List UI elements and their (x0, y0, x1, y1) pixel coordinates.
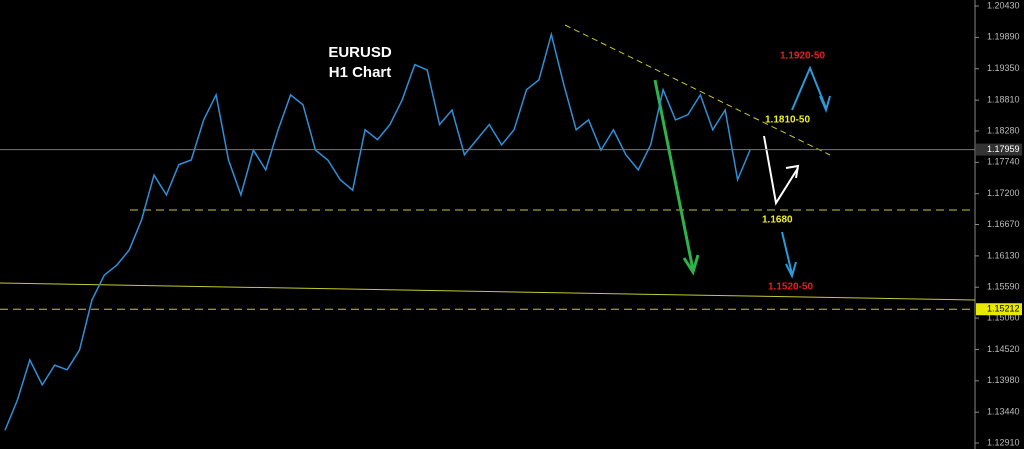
arrow-head (682, 254, 700, 276)
annotation: 1.1810-50 (765, 115, 810, 126)
y-tick-label: 1.15060 (987, 312, 1020, 322)
price-marker-label: 1.15212 (987, 304, 1020, 314)
price-marker-label: 1.17959 (987, 144, 1020, 154)
resistance-trend (564, 24, 831, 156)
y-tick-label: 1.18280 (987, 125, 1020, 135)
arrow (763, 135, 799, 206)
y-tick-label: 1.20430 (987, 0, 1020, 10)
y-tick-label: 1.12910 (987, 437, 1020, 447)
price-marker-box (976, 303, 1022, 316)
price-marker-box (976, 143, 1022, 156)
arrows (653, 65, 831, 279)
trend-line (0, 282, 976, 301)
annotation: H1 Chart (329, 64, 392, 81)
arrow-head (785, 164, 800, 179)
y-tick-label: 1.16130 (987, 250, 1020, 260)
y-tick-label: 1.14520 (987, 344, 1020, 354)
arrow-head (819, 95, 831, 113)
y-tick-label: 1.18810 (987, 95, 1020, 105)
arrow (781, 231, 793, 275)
y-tick-label: 1.13440 (987, 407, 1020, 417)
annotation: EURUSD (328, 44, 392, 61)
arrow (653, 79, 695, 271)
y-tick-label: 1.19350 (987, 63, 1020, 73)
y-tick-label: 1.19890 (987, 32, 1020, 42)
y-tick-label: 1.16670 (987, 219, 1020, 229)
y-tick-label: 1.13980 (987, 375, 1020, 385)
y-tick-label: 1.15590 (987, 282, 1020, 292)
arrow-head (785, 261, 797, 279)
arrow (791, 65, 827, 111)
y-tick-label: 1.17740 (987, 157, 1020, 167)
annotation: 1.1520-50 (768, 282, 813, 293)
annotation: 1.1920-50 (780, 51, 825, 62)
price-line (4, 31, 751, 431)
annotation: 1.1680 (762, 215, 793, 226)
y-tick-label: 1.17200 (987, 188, 1020, 198)
